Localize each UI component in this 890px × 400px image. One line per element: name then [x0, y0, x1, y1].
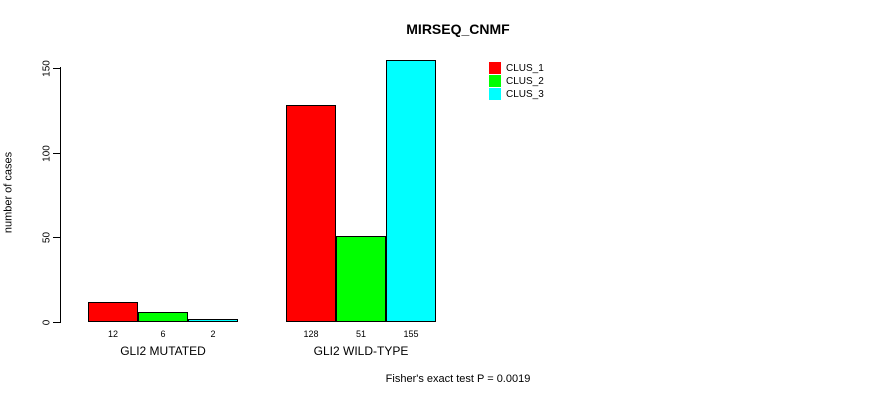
- y-tick-mark: [53, 68, 60, 69]
- chart-title: MIRSEQ_CNMF: [406, 21, 510, 37]
- x-category-label: GLI2 MUTATED: [120, 344, 206, 358]
- y-axis-line: [60, 67, 61, 323]
- y-axis-label: number of cases: [2, 151, 15, 234]
- y-tick-label: 150: [41, 60, 53, 77]
- legend-item-label: CLUS_1: [506, 63, 544, 74]
- legend-color-swatch: [489, 88, 501, 100]
- y-tick-label: 100: [41, 145, 53, 162]
- bar-value-label: 2: [210, 329, 216, 339]
- legend-item-label: CLUS_3: [506, 89, 544, 100]
- bar-clus-2-gli2-mutated: [138, 312, 188, 322]
- annotation-text: Fisher's exact test P = 0.0019: [385, 373, 531, 385]
- bar-value-label: 12: [107, 329, 118, 339]
- bar-value-label: 6: [160, 329, 166, 339]
- x-category-label: GLI2 WILD-TYPE: [313, 344, 409, 358]
- bar-value-label: 51: [355, 329, 366, 339]
- y-tick-mark: [53, 322, 60, 323]
- bar-value-label: 155: [403, 329, 419, 339]
- y-tick-mark: [53, 153, 60, 154]
- bar-clus-3-gli2-wild-type: [386, 60, 436, 322]
- legend-color-swatch: [489, 75, 501, 87]
- bar-clus-1-gli2-mutated: [88, 302, 138, 322]
- legend-item-label: CLUS_2: [506, 76, 544, 87]
- bar-value-label: 128: [303, 329, 319, 339]
- bar-clus-3-gli2-mutated: [188, 319, 238, 322]
- bar-clus-2-gli2-wild-type: [336, 236, 386, 322]
- bar-clus-1-gli2-wild-type: [286, 105, 336, 322]
- legend-color-swatch: [489, 62, 501, 74]
- y-tick-mark: [53, 237, 60, 238]
- y-tick-label: 50: [41, 231, 53, 244]
- y-tick-label: 0: [41, 319, 53, 326]
